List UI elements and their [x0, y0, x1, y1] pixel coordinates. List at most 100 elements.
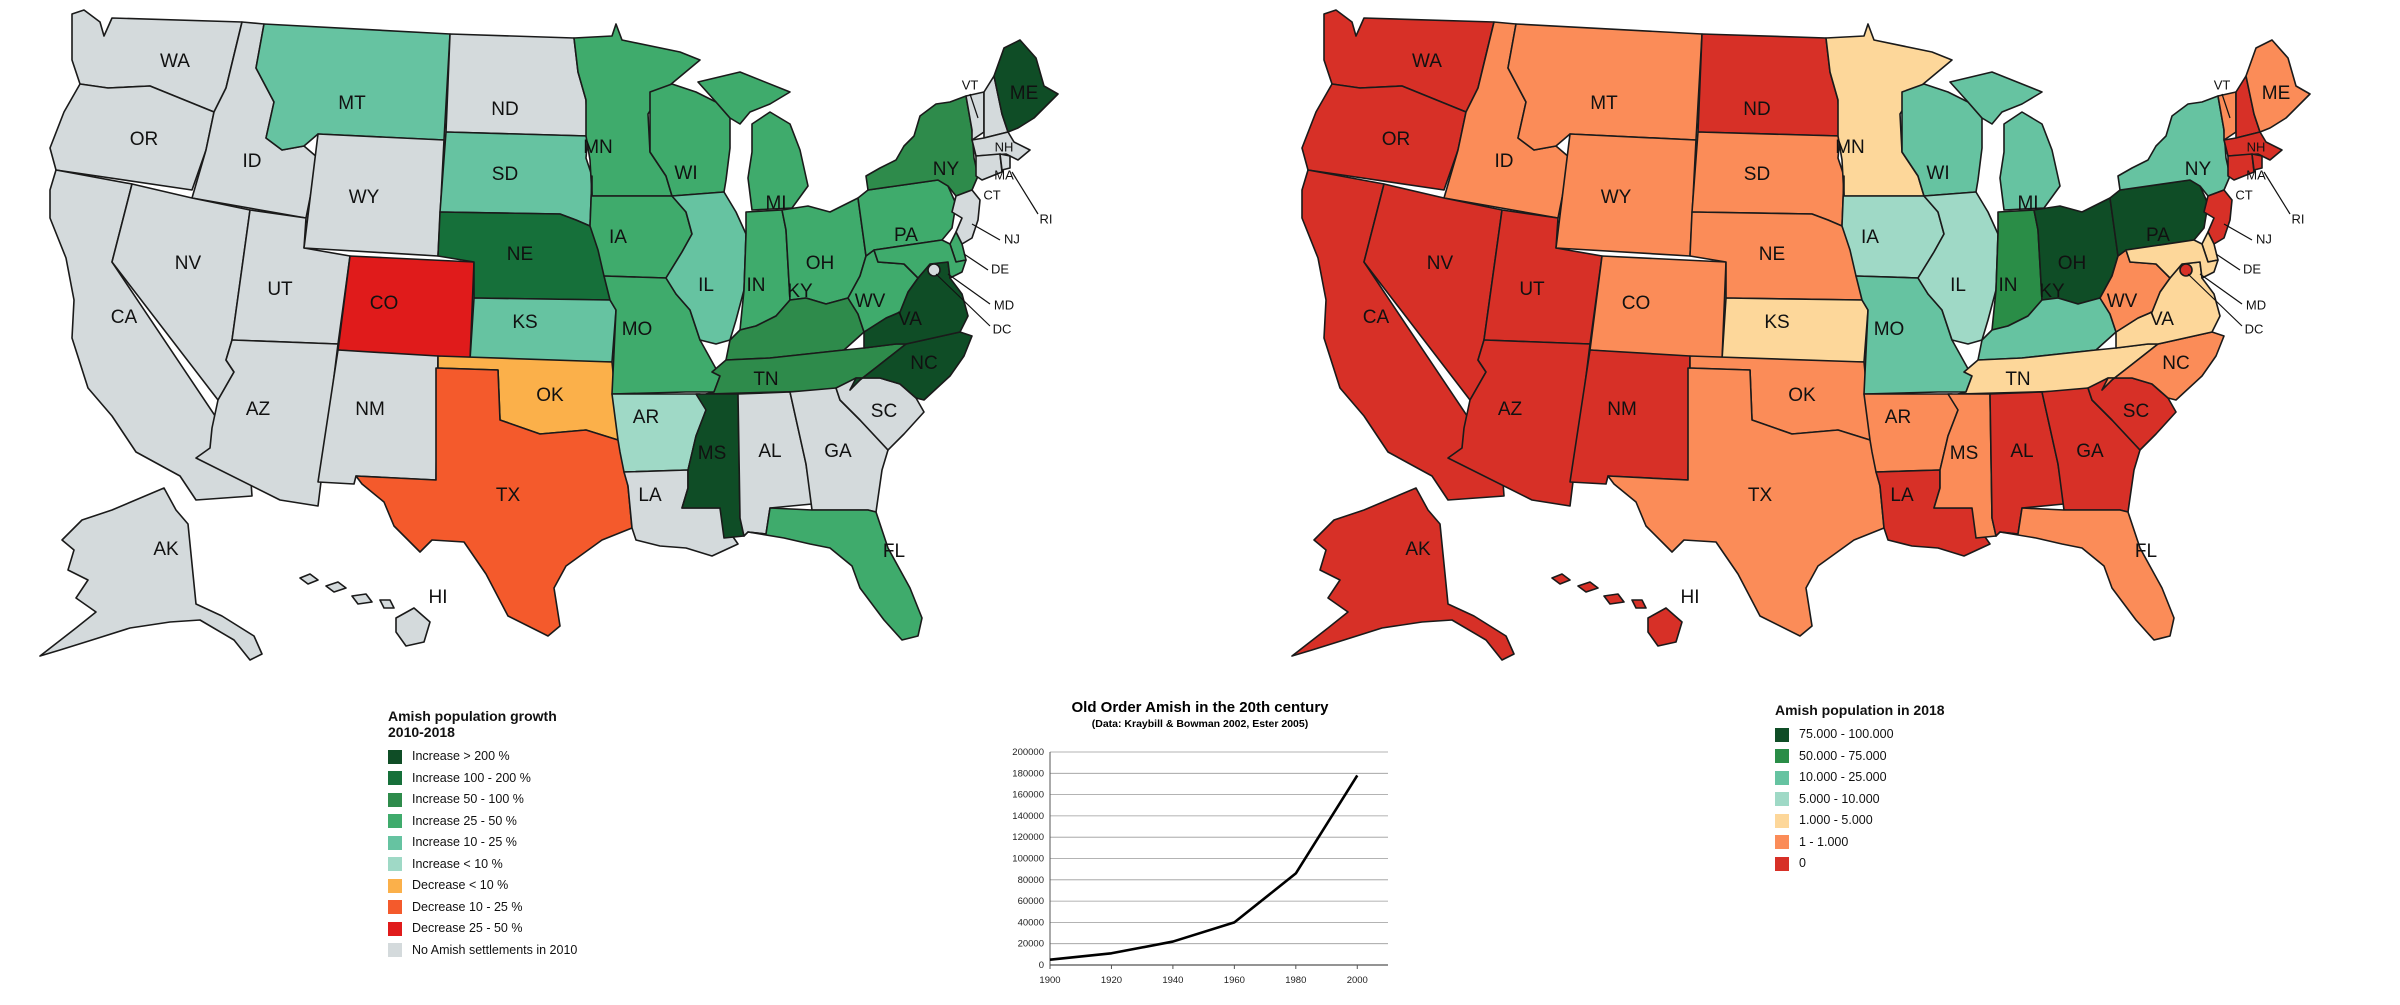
- growth-label-md: MD: [994, 297, 1014, 312]
- chart-y-tick-label: 160000: [1012, 790, 1044, 801]
- growth-state-ny: [865, 95, 979, 197]
- growth-state-vt: [965, 91, 985, 141]
- growth-legend-label: Increase 50 - 100 %: [412, 792, 524, 807]
- population-legend-swatch: [1775, 813, 1789, 828]
- population-legend-label: 5.000 - 10.000: [1799, 791, 1880, 806]
- growth-legend-row: Increase 10 - 25 %: [388, 832, 648, 854]
- growth-legend-row: Decrease 10 - 25 %: [388, 897, 648, 919]
- chart-y-tick-label: 40000: [1018, 917, 1044, 928]
- population-legend-row: 5.000 - 10.000: [1775, 789, 2015, 811]
- population-label-me: ME: [2262, 83, 2291, 104]
- growth-state-fl: [747, 507, 923, 641]
- population-state-vt: [2217, 91, 2237, 141]
- population-legend-row: 10.000 - 25.000: [1775, 767, 2015, 789]
- chart-svg: Old Order Amish in the 20th century (Dat…: [1012, 699, 1388, 986]
- population-legend-label: 1 - 1.000: [1799, 834, 1849, 849]
- growth-legend-swatch: [388, 943, 402, 958]
- growth-state-ks: [469, 297, 617, 363]
- growth-legend-label: Increase 100 - 200 %: [412, 770, 531, 785]
- growth-legend-swatch: [388, 900, 402, 915]
- population-leader-vt: [2221, 93, 2231, 119]
- growth-map: [39, 9, 1059, 661]
- growth-state-dc: [927, 263, 941, 277]
- growth-label-pa: PA: [894, 225, 918, 246]
- growth-leader-dc: [935, 273, 991, 327]
- growth-state-co: [337, 255, 475, 361]
- chart-series: [1049, 774, 1359, 961]
- growth-leader-de: [963, 253, 989, 271]
- growth-state-ak: [39, 487, 263, 661]
- growth-label-ga: GA: [824, 441, 852, 462]
- population-legend-label: 75.000 - 100.000: [1799, 727, 1894, 742]
- population-label-nm: NM: [1607, 399, 1637, 420]
- population-label-in: IN: [1999, 275, 2018, 296]
- growth-label-ak: AK: [153, 539, 179, 560]
- growth-legend-label: Decrease < 10 %: [412, 878, 509, 893]
- growth-legend-swatch: [388, 792, 402, 807]
- growth-state-me: [993, 39, 1059, 133]
- growth-label-sd: SD: [492, 164, 518, 185]
- population-legend-label: 10.000 - 25.000: [1799, 770, 1887, 785]
- population-legend-row: 0: [1775, 853, 2015, 875]
- chart-x-tick-label: 1900: [1039, 975, 1060, 986]
- population-legend-row: 1 - 1.000: [1775, 832, 2015, 854]
- growth-label-de: DE: [991, 261, 1009, 276]
- population-state-il: [1917, 191, 1999, 345]
- population-label-ak: AK: [1405, 539, 1431, 560]
- growth-state-nc: [849, 331, 973, 401]
- population-state-co: [1589, 255, 1727, 361]
- population-leader-ri: [2263, 171, 2291, 215]
- chart-y-tick-label: 200000: [1012, 747, 1044, 758]
- population-legend-label: 1.000 - 5.000: [1799, 813, 1873, 828]
- population-label-tn: TN: [2005, 369, 2030, 390]
- growth-label-al: AL: [758, 441, 781, 462]
- growth-legend-row: Decrease < 10 %: [388, 875, 648, 897]
- amish-line-chart: Old Order Amish in the 20th century (Dat…: [990, 695, 1410, 1000]
- population-label-nc: NC: [2162, 353, 2189, 374]
- population-label-ri: RI: [2292, 211, 2305, 226]
- population-label-az: AZ: [1498, 399, 1523, 420]
- population-label-pa: PA: [2146, 225, 2170, 246]
- growth-legend: Amish population growth 2010-2018 Increa…: [388, 708, 648, 961]
- chart-series-line: [1049, 774, 1359, 961]
- population-legend-title: Amish population in 2018: [1775, 702, 1945, 718]
- population-label-ky: KY: [2039, 281, 2065, 302]
- growth-label-nm: NM: [355, 399, 385, 420]
- growth-legend-swatch: [388, 814, 402, 829]
- population-label-nd: ND: [1743, 99, 1770, 120]
- chart-title: Old Order Amish in the 20th century: [1072, 699, 1330, 716]
- population-state-ct: [2227, 153, 2255, 181]
- population-legend-swatch: [1775, 856, 1789, 871]
- population-map-labels: WA OR CA ID NV UT AZ MT WY CO NM ND SD NE KS OK TX MN IA MO…: [1363, 51, 2305, 608]
- growth-legend-label: Increase 10 - 25 %: [412, 835, 517, 850]
- growth-state-md: [873, 239, 967, 279]
- chart-x-tick-labels: 1900 1920 1940 1960 1980 2000: [1039, 975, 1367, 986]
- growth-leader-ri: [1011, 171, 1039, 215]
- growth-legend-label: Increase > 200 %: [412, 749, 510, 764]
- growth-label-nd: ND: [491, 99, 518, 120]
- growth-label-ar: AR: [633, 407, 659, 428]
- growth-label-mn: MN: [583, 137, 613, 158]
- chart-x-tick-label: 2000: [1347, 975, 1368, 986]
- chart-y-tick-labels: 0 20000 40000 60000 80000 100000 120000 140000 1…: [1012, 747, 1044, 971]
- population-label-or: OR: [1382, 129, 1411, 150]
- growth-label-wa: WA: [160, 51, 190, 72]
- growth-label-wi: WI: [674, 163, 697, 184]
- growth-label-sc: SC: [871, 401, 897, 422]
- population-label-nh: NH: [2247, 139, 2266, 154]
- growth-legend-label: No Amish settlements in 2010: [412, 942, 578, 957]
- population-label-tx: TX: [1748, 485, 1773, 506]
- growth-legend-swatch: [388, 857, 402, 872]
- population-label-ca: CA: [1363, 307, 1390, 328]
- growth-label-wv: WV: [855, 291, 886, 312]
- population-label-mo: MO: [1874, 319, 1905, 340]
- growth-label-dc: DC: [993, 321, 1012, 336]
- growth-leader-vt: [969, 93, 979, 119]
- population-label-ar: AR: [1885, 407, 1911, 428]
- population-state-ny: [2117, 95, 2231, 197]
- population-state-me: [2245, 39, 2311, 133]
- growth-legend-row: Increase 50 - 100 %: [388, 789, 648, 811]
- population-label-ut: UT: [1519, 279, 1545, 300]
- growth-label-ky: KY: [787, 281, 813, 302]
- chart-x-tick-label: 1920: [1101, 975, 1122, 986]
